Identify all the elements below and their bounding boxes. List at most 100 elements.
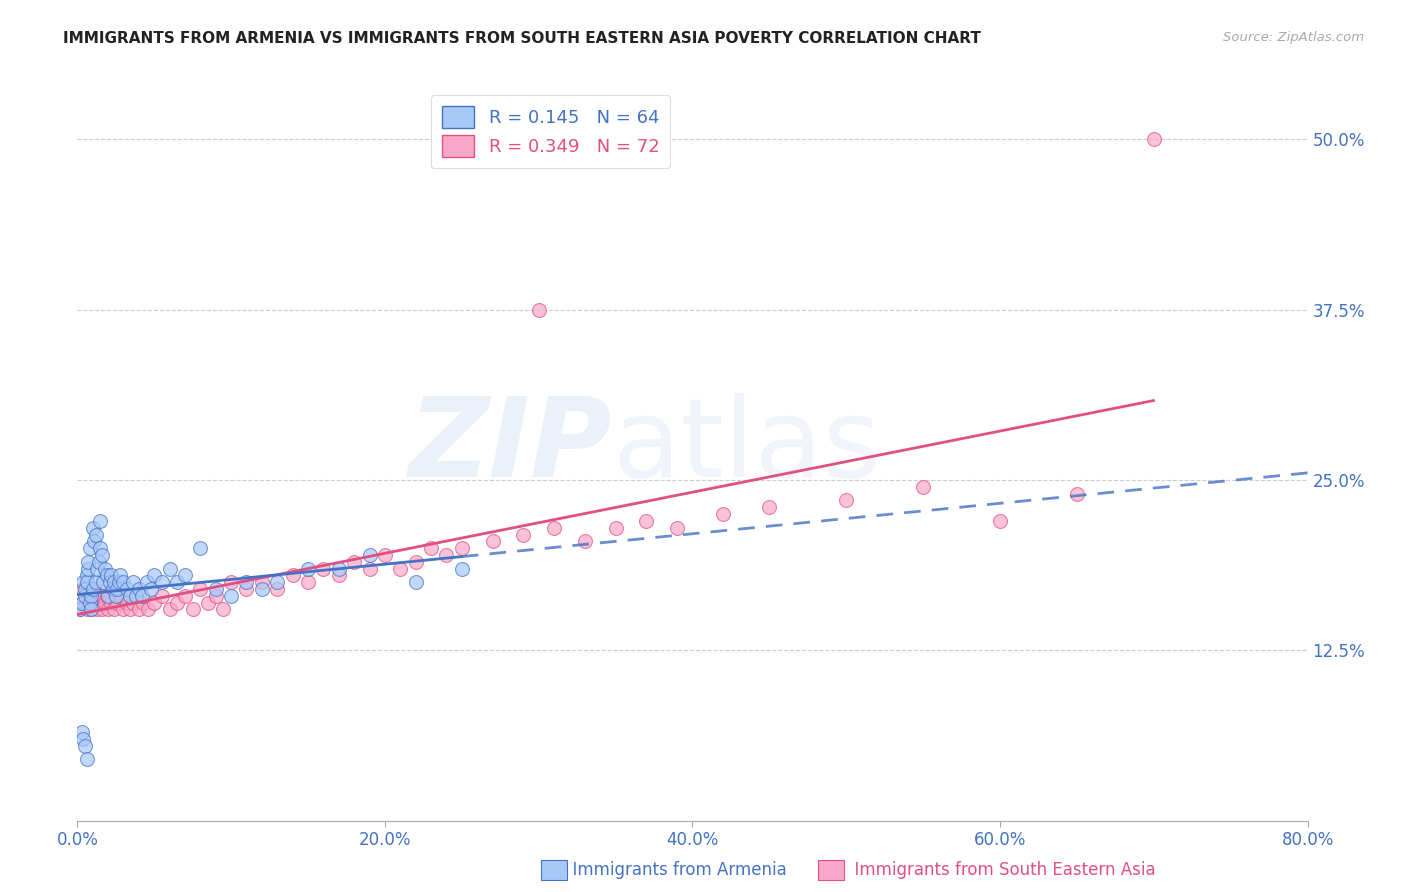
Point [135, 575, 157, 590]
Point [912, 480, 935, 494]
Point [250, 575, 273, 590]
Point [543, 521, 565, 535]
Point [100, 596, 122, 610]
Text: Immigrants from Armenia: Immigrants from Armenia [562, 861, 787, 879]
Point [359, 548, 381, 562]
Point [80, 602, 103, 616]
Point [250, 582, 273, 596]
Point [86, 602, 108, 616]
Point [83, 582, 105, 596]
Point [204, 582, 226, 596]
Point [181, 602, 204, 616]
Text: Source: ZipAtlas.com: Source: ZipAtlas.com [1223, 31, 1364, 45]
Point [125, 589, 148, 603]
Point [84, 589, 107, 603]
Point [312, 561, 335, 575]
Point [105, 596, 128, 610]
Point [121, 596, 143, 610]
Point [76, 568, 98, 582]
Point [343, 555, 366, 569]
Point [89, 514, 111, 528]
Point [100, 568, 122, 582]
Point [297, 561, 319, 575]
Point [90, 548, 114, 562]
Point [83, 534, 105, 549]
Point [112, 575, 135, 590]
Point [93, 575, 115, 590]
Point [143, 568, 166, 582]
Point [666, 521, 689, 535]
Point [82, 582, 104, 596]
Point [87, 555, 110, 569]
Point [69, 602, 91, 616]
Text: Immigrants from South Eastern Asia: Immigrants from South Eastern Asia [844, 861, 1156, 879]
Point [758, 500, 780, 515]
Point [96, 589, 118, 603]
FancyBboxPatch shape [818, 860, 844, 880]
Point [90, 602, 114, 616]
Point [86, 561, 108, 575]
Point [110, 568, 132, 582]
Point [166, 596, 188, 610]
Point [159, 602, 181, 616]
Text: ZIP: ZIP [409, 392, 613, 500]
Point [115, 582, 138, 596]
Point [197, 596, 219, 610]
Point [103, 602, 125, 616]
Point [143, 596, 166, 610]
Point [94, 561, 117, 575]
Point [527, 302, 550, 317]
Point [125, 589, 148, 603]
Point [450, 541, 472, 556]
Point [77, 561, 100, 575]
Point [105, 582, 128, 596]
Point [988, 514, 1011, 528]
Point [328, 568, 350, 582]
Point [1066, 486, 1088, 500]
Point [82, 521, 104, 535]
Point [70, 596, 93, 610]
Point [481, 534, 503, 549]
Point [89, 596, 111, 610]
Point [436, 548, 458, 562]
Point [835, 493, 858, 508]
Point [69, 602, 91, 616]
Point [212, 602, 235, 616]
Legend: R = 0.145   N = 64, R = 0.349   N = 72: R = 0.145 N = 64, R = 0.349 N = 72 [430, 95, 671, 169]
Point [450, 561, 472, 575]
Point [101, 582, 124, 596]
Point [389, 561, 412, 575]
Point [711, 507, 734, 521]
Point [72, 582, 94, 596]
Point [118, 602, 141, 616]
Point [188, 582, 212, 596]
Point [73, 589, 96, 603]
Point [104, 589, 127, 603]
Point [128, 582, 150, 596]
Point [87, 589, 110, 603]
Point [93, 589, 115, 603]
Point [79, 596, 101, 610]
Point [70, 596, 93, 610]
Point [374, 548, 396, 562]
Point [235, 582, 257, 596]
Point [72, 575, 94, 590]
Point [118, 589, 141, 603]
Point [159, 561, 181, 575]
Point [204, 589, 226, 603]
Point [141, 582, 163, 596]
Point [121, 575, 143, 590]
Point [89, 541, 111, 556]
Point [84, 527, 107, 541]
Point [97, 602, 120, 616]
Point [76, 602, 98, 616]
Point [96, 568, 118, 582]
Point [297, 575, 319, 590]
Point [328, 561, 350, 575]
Point [128, 602, 150, 616]
Point [219, 589, 242, 603]
Point [76, 575, 98, 590]
Point [84, 575, 107, 590]
Point [150, 589, 173, 603]
Text: IMMIGRANTS FROM ARMENIA VS IMMIGRANTS FROM SOUTH EASTERN ASIA POVERTY CORRELATIO: IMMIGRANTS FROM ARMENIA VS IMMIGRANTS FR… [63, 31, 981, 46]
